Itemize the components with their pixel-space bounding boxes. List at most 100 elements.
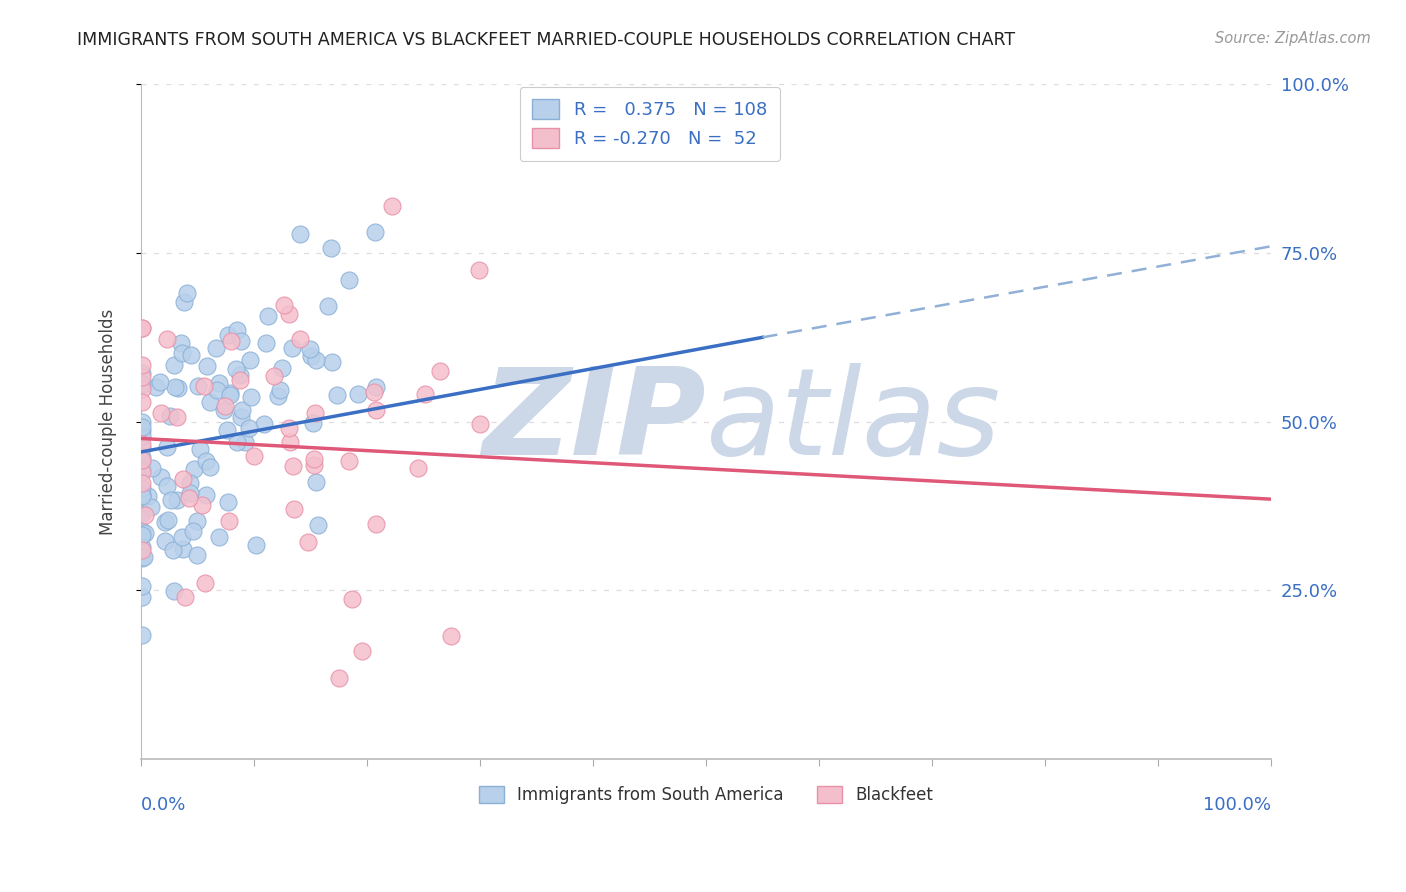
Point bbox=[181, 524, 204, 538]
Point bbox=[415, 387, 437, 401]
Point bbox=[364, 517, 387, 532]
Point bbox=[131, 579, 153, 593]
Point bbox=[166, 410, 188, 425]
Point bbox=[219, 388, 242, 402]
Point bbox=[340, 592, 363, 607]
Point bbox=[163, 359, 186, 373]
Point bbox=[217, 495, 239, 509]
Point bbox=[225, 362, 247, 376]
Point bbox=[145, 380, 167, 394]
Point bbox=[131, 415, 153, 429]
Point bbox=[131, 366, 153, 380]
Y-axis label: Married-couple Households: Married-couple Households bbox=[100, 309, 117, 534]
Point bbox=[131, 551, 153, 566]
Point bbox=[257, 309, 280, 323]
Point bbox=[321, 241, 343, 255]
Text: 100.0%: 100.0% bbox=[1204, 796, 1271, 814]
Point bbox=[186, 548, 208, 562]
Point bbox=[131, 489, 153, 503]
Point bbox=[429, 364, 451, 378]
Point bbox=[214, 399, 236, 413]
Point bbox=[281, 458, 304, 473]
Point bbox=[131, 463, 153, 477]
Text: Source: ZipAtlas.com: Source: ZipAtlas.com bbox=[1215, 31, 1371, 46]
Point bbox=[218, 386, 240, 401]
Point bbox=[440, 629, 463, 643]
Point bbox=[131, 424, 153, 438]
Point bbox=[153, 534, 176, 549]
Point bbox=[245, 538, 267, 552]
Point bbox=[283, 501, 305, 516]
Point bbox=[131, 524, 153, 538]
Point bbox=[172, 542, 194, 557]
Point bbox=[288, 227, 311, 242]
Point bbox=[364, 225, 387, 239]
Point bbox=[166, 492, 188, 507]
Point bbox=[278, 435, 301, 450]
Point bbox=[159, 409, 181, 424]
Point bbox=[156, 440, 179, 454]
Point bbox=[131, 382, 153, 396]
Point bbox=[267, 389, 290, 403]
Point bbox=[172, 473, 194, 487]
Point bbox=[198, 395, 221, 409]
Point bbox=[226, 323, 249, 337]
Point bbox=[467, 263, 489, 277]
Point bbox=[321, 355, 343, 369]
Point bbox=[278, 421, 301, 435]
Point bbox=[208, 376, 231, 391]
Point bbox=[131, 456, 153, 470]
Point bbox=[131, 376, 153, 391]
Point bbox=[218, 514, 240, 528]
Point bbox=[131, 420, 153, 434]
Point bbox=[155, 515, 177, 529]
Point bbox=[179, 476, 201, 491]
Point bbox=[305, 475, 328, 490]
Point bbox=[364, 402, 387, 417]
Point bbox=[304, 406, 326, 420]
Point bbox=[141, 461, 163, 475]
Point bbox=[337, 454, 360, 468]
Point bbox=[198, 459, 221, 474]
Point bbox=[231, 410, 253, 425]
Point bbox=[134, 549, 156, 564]
Point bbox=[254, 335, 277, 350]
Point bbox=[131, 394, 153, 409]
Point bbox=[172, 530, 194, 544]
Point bbox=[263, 369, 285, 384]
Point bbox=[271, 360, 294, 375]
Point bbox=[229, 373, 252, 387]
Point bbox=[194, 576, 217, 591]
Text: IMMIGRANTS FROM SOUTH AMERICA VS BLACKFEET MARRIED-COUPLE HOUSEHOLDS CORRELATION: IMMIGRANTS FROM SOUTH AMERICA VS BLACKFE… bbox=[77, 31, 1015, 49]
Point bbox=[187, 379, 209, 393]
Point bbox=[253, 417, 276, 431]
Point bbox=[131, 506, 153, 520]
Point bbox=[304, 452, 326, 467]
Point bbox=[328, 671, 350, 685]
Point bbox=[131, 452, 153, 467]
Text: ZIP: ZIP bbox=[482, 363, 706, 480]
Point bbox=[194, 488, 217, 502]
Text: 0.0%: 0.0% bbox=[141, 796, 187, 814]
Point bbox=[131, 429, 153, 443]
Point bbox=[337, 273, 360, 287]
Point bbox=[131, 481, 153, 495]
Point bbox=[208, 530, 231, 544]
Point bbox=[131, 321, 153, 335]
Point bbox=[139, 500, 162, 514]
Point bbox=[242, 450, 264, 464]
Point bbox=[212, 402, 235, 417]
Point bbox=[176, 285, 198, 300]
Point bbox=[183, 462, 205, 476]
Point bbox=[179, 491, 201, 506]
Point bbox=[302, 416, 325, 430]
Text: atlas: atlas bbox=[706, 363, 1001, 480]
Point bbox=[179, 485, 201, 500]
Point bbox=[156, 479, 179, 493]
Point bbox=[347, 387, 370, 401]
Point bbox=[381, 199, 404, 213]
Point bbox=[240, 390, 263, 404]
Point bbox=[191, 498, 214, 512]
Point bbox=[131, 543, 153, 558]
Point bbox=[226, 435, 249, 450]
